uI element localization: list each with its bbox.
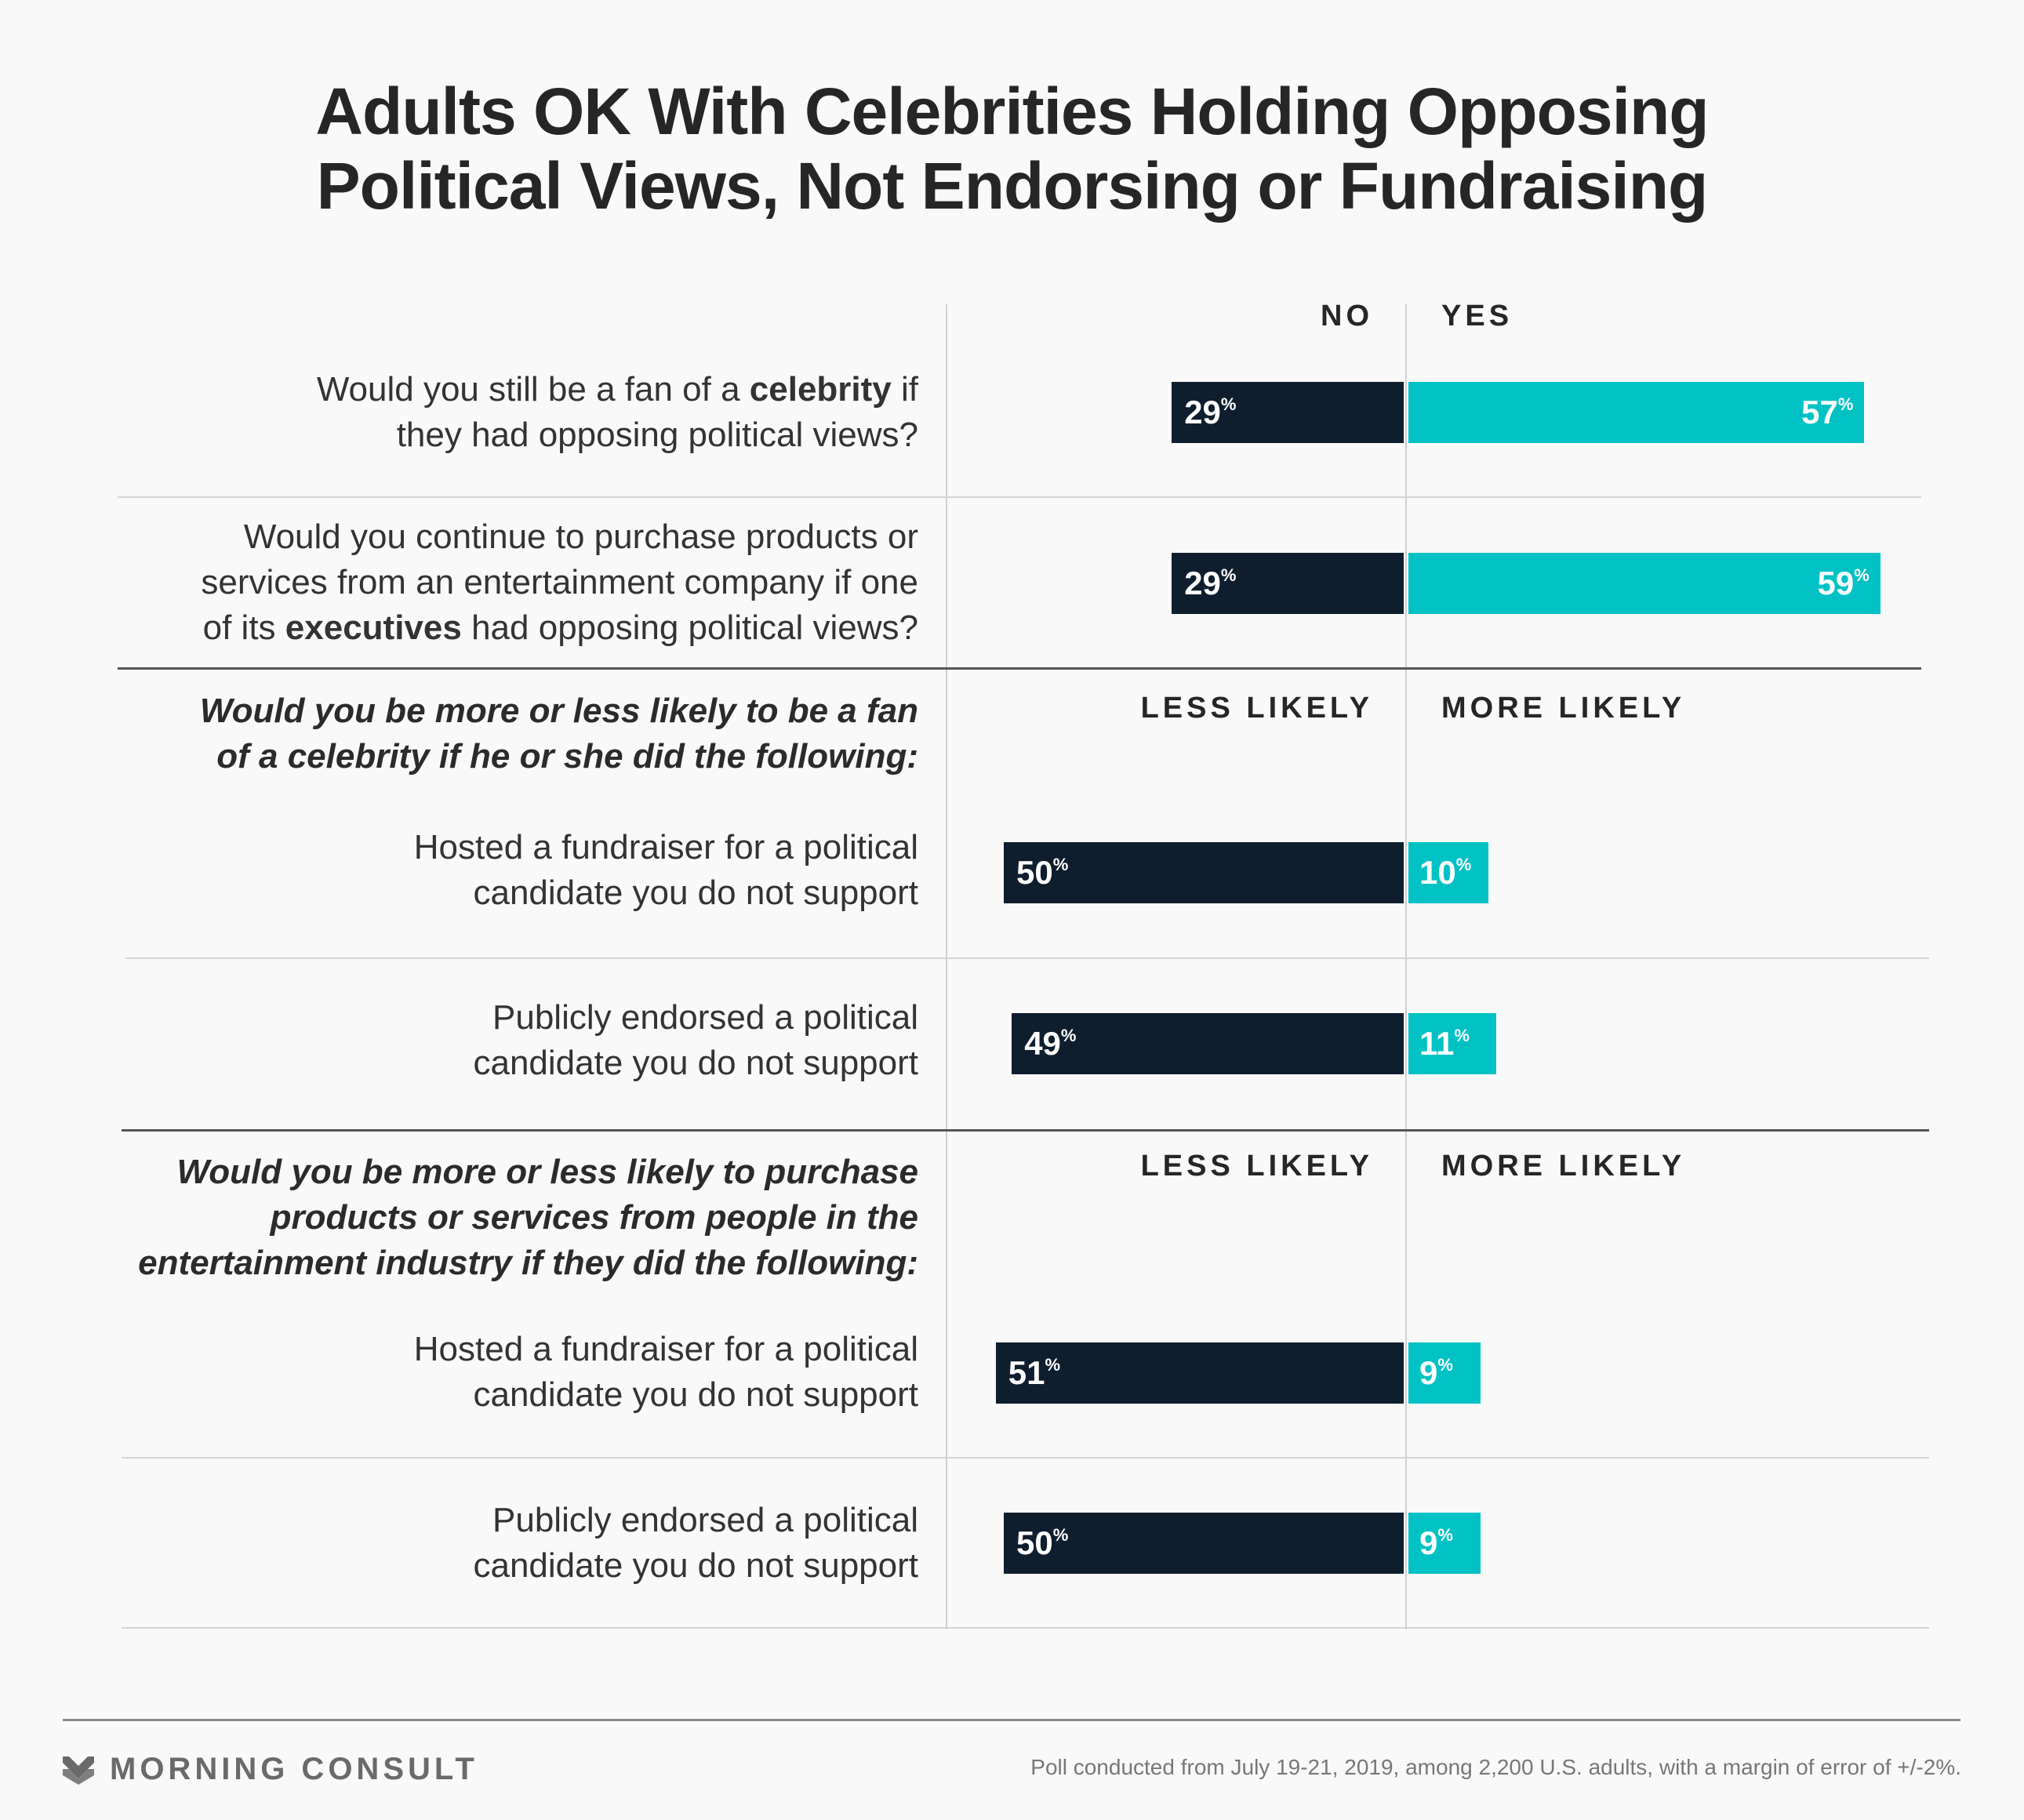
question-purchase-executives: Would you continue to purchase products … <box>56 514 918 651</box>
section-question-line: Would you be more or less likely to purc… <box>176 1153 918 1191</box>
bar-more-likely <box>1408 1513 1481 1574</box>
bar-value-label: 10% <box>1419 854 1472 891</box>
bar-value-label: 11% <box>1419 1025 1470 1062</box>
bar-value-label: 29% <box>1184 394 1237 430</box>
morning-consult-logo-icon <box>63 1753 94 1785</box>
center-axis-line <box>1405 304 1407 1629</box>
section-divider <box>122 1129 1929 1132</box>
bar-value-label: 9% <box>1419 1524 1453 1561</box>
bar-value-label: 9% <box>1419 1354 1453 1391</box>
question-text: had opposing political views? <box>461 608 918 647</box>
item-text: candidate you do not support <box>473 1375 918 1414</box>
row-divider <box>122 1627 1929 1629</box>
section-question-purchase: Would you be more or less likely to purc… <box>16 1150 918 1286</box>
row-divider <box>125 957 1929 959</box>
footer-divider <box>63 1719 1960 1721</box>
item-text: Hosted a fundraiser for a political <box>413 1330 918 1368</box>
bar-less-likely <box>995 1342 1404 1404</box>
bar-no <box>1172 553 1404 614</box>
chart-title: Adults OK With Celebrities Holding Oppos… <box>0 74 2024 223</box>
bar-yes <box>1408 553 1880 614</box>
question-text: of its <box>202 608 285 647</box>
bar-value-label: 29% <box>1184 565 1237 601</box>
item-text: Publicly endorsed a political <box>492 998 918 1037</box>
bar-no <box>1172 382 1404 443</box>
label-column-divider <box>946 304 947 1629</box>
question-emphasis: executives <box>285 608 462 647</box>
footnote: Poll conducted from July 19-21, 2019, am… <box>1030 1755 1961 1779</box>
item-text: candidate you do not support <box>473 874 918 912</box>
item-endorsed: Publicly endorsed a political candidate … <box>56 1498 918 1589</box>
section-question-fan: Would you be more or less likely to be a… <box>16 688 918 779</box>
header-less-likely: LESS LIKELY <box>1140 692 1373 725</box>
section-question-line: entertainment industry if they did the f… <box>138 1244 918 1282</box>
item-text: candidate you do not support <box>473 1546 918 1585</box>
header-yes: YES <box>1441 300 1513 332</box>
row-divider <box>122 1457 1929 1459</box>
bar-value-label: 50% <box>1016 1524 1069 1561</box>
bar-value-label: 51% <box>1008 1354 1061 1391</box>
bar-more-likely <box>1408 842 1488 903</box>
brand-name: MORNING CONSULT <box>110 1752 478 1786</box>
question-text: services from an entertainment company i… <box>201 563 918 601</box>
bar-value-label: 59% <box>1817 565 1870 601</box>
item-fundraiser: Hosted a fundraiser for a political cand… <box>56 1327 918 1418</box>
row-divider <box>118 496 1921 498</box>
title-line-2: Political Views, Not Endorsing or Fundra… <box>316 149 1709 223</box>
item-text: Hosted a fundraiser for a political <box>413 828 918 866</box>
item-text: Publicly endorsed a political <box>492 1501 918 1539</box>
bar-less-likely <box>1012 1013 1404 1074</box>
question-fan-celebrity: Would you still be a fan of a celebrity … <box>56 367 918 458</box>
bar-less-likely <box>1004 1513 1404 1574</box>
question-emphasis: celebrity <box>749 370 892 409</box>
header-no: NO <box>1321 300 1373 332</box>
item-fundraiser: Hosted a fundraiser for a political cand… <box>56 825 918 916</box>
bar-value-label: 50% <box>1016 854 1069 891</box>
bar-value-label: 49% <box>1024 1025 1077 1062</box>
bar-more-likely <box>1408 1342 1481 1404</box>
item-endorsed: Publicly endorsed a political candidate … <box>56 995 918 1086</box>
bar-less-likely <box>1004 842 1404 903</box>
bar-more-likely <box>1408 1013 1497 1074</box>
question-text: if <box>891 370 918 409</box>
title-line-1: Adults OK With Celebrities Holding Oppos… <box>315 74 1709 148</box>
section-divider <box>118 667 1921 670</box>
question-text: they had opposing political views? <box>396 416 918 454</box>
bar-yes <box>1408 382 1865 443</box>
section-question-line: Would you be more or less likely to be a… <box>199 692 918 730</box>
bar-value-label: 57% <box>1801 394 1854 430</box>
header-less-likely: LESS LIKELY <box>1140 1150 1373 1182</box>
question-text: Would you continue to purchase products … <box>243 518 918 556</box>
section-question-line: of a celebrity if he or she did the foll… <box>216 737 918 776</box>
header-more-likely: MORE LIKELY <box>1441 1150 1686 1182</box>
question-text: Would you still be a fan of a <box>316 370 750 409</box>
section-question-line: products or services from people in the <box>270 1198 918 1237</box>
item-text: candidate you do not support <box>473 1044 918 1082</box>
header-more-likely: MORE LIKELY <box>1441 692 1686 725</box>
